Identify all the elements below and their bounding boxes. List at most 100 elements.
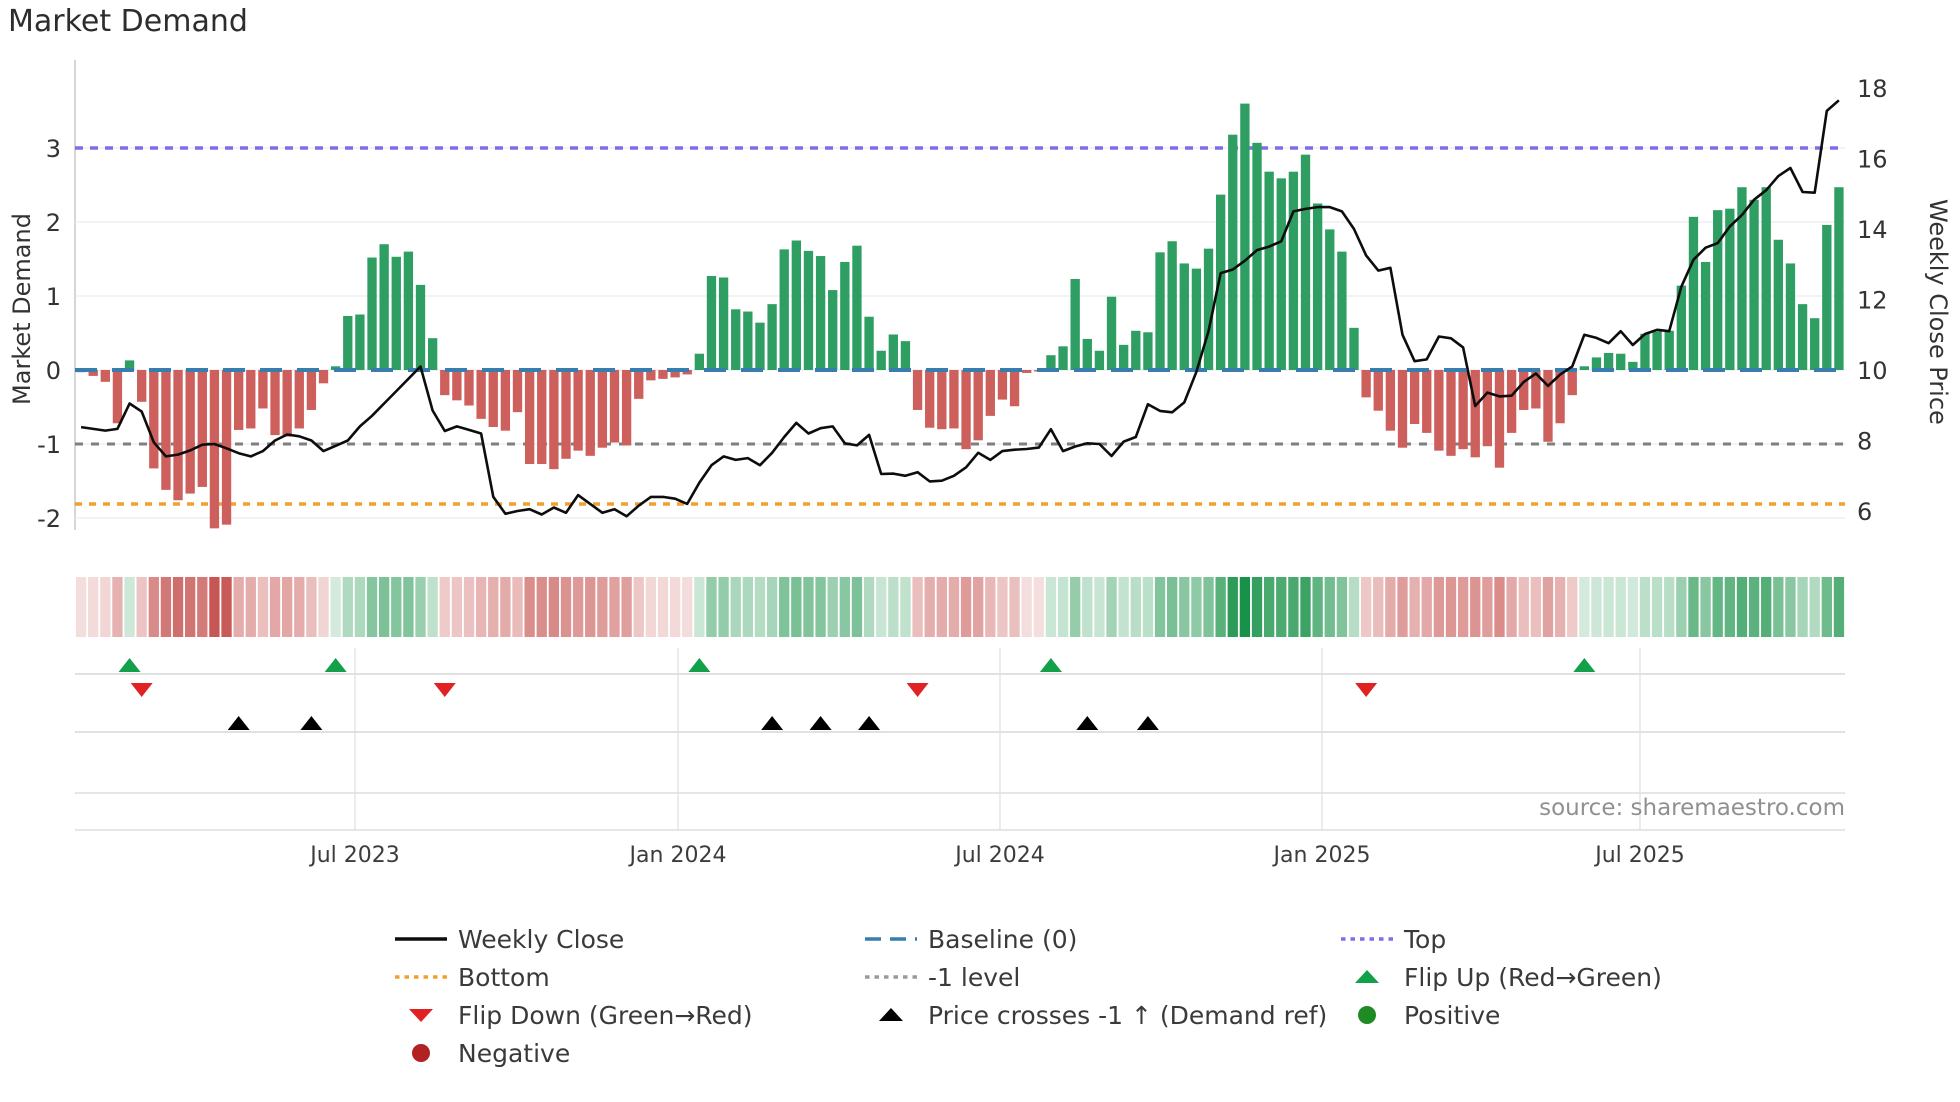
right-tick-label: 6 <box>1857 498 1872 526</box>
heatmap-cell <box>1057 577 1069 637</box>
heatmap-cell <box>1179 577 1190 637</box>
demand-bar-positive <box>888 334 898 370</box>
demand-bar-positive <box>1603 352 1614 370</box>
heatmap-cell <box>172 577 184 637</box>
heatmap-cell <box>1324 577 1335 637</box>
right-tick-label: 18 <box>1857 75 1888 103</box>
heatmap-cell <box>1348 577 1360 637</box>
heatmap-cell <box>1312 577 1323 637</box>
demand-bar-negative <box>997 370 1008 400</box>
demand-bar-positive <box>379 244 389 370</box>
heatmap-cell <box>1239 577 1251 637</box>
heatmap-cell <box>439 577 450 637</box>
demand-bar-negative <box>1361 370 1371 398</box>
demand-bar-positive <box>1106 296 1117 370</box>
heatmap-cell <box>1203 577 1214 637</box>
demand-bar-positive <box>391 256 401 370</box>
heatmap-cell <box>306 577 317 637</box>
demand-bar-positive <box>1215 194 1226 370</box>
heatmap-cell <box>475 577 487 637</box>
flip-up-marker <box>1039 658 1062 672</box>
legend-column-2: Baseline (0) -1 level Price crosses -1 ↑ (… <box>862 920 1327 1034</box>
heatmap-cell <box>294 577 305 637</box>
demand-bar-positive <box>1119 344 1129 370</box>
heatmap-cell <box>391 577 402 637</box>
heatmap-cell <box>1797 577 1808 637</box>
x-tick-label: Jul 2024 <box>953 843 1045 868</box>
demand-bar-negative <box>573 370 583 451</box>
demand-bar-positive <box>900 341 911 370</box>
heatmap-cell <box>827 577 838 637</box>
heatmap-cell <box>269 577 281 637</box>
heatmap-cell <box>766 577 778 637</box>
heatmap-cell <box>936 577 947 637</box>
heatmap-cell <box>1409 577 1420 637</box>
heatmap-cell <box>415 577 426 637</box>
heatmap-cell <box>1591 577 1602 637</box>
heatmap-cell <box>1530 577 1542 637</box>
heatmap-cell <box>1166 577 1178 637</box>
dashed-icon <box>865 937 917 941</box>
demand-bar-negative <box>1555 370 1565 424</box>
heatmap-cell <box>1457 577 1469 637</box>
demand-bar-positive <box>1058 346 1068 370</box>
circle-glyph <box>1358 1006 1376 1024</box>
demand-bar-negative <box>112 370 123 424</box>
demand-bar-negative <box>282 370 292 437</box>
demand-bar-positive <box>718 277 729 370</box>
demand-bar-negative <box>1531 370 1541 409</box>
heatmap-cell <box>560 577 572 637</box>
heatmap-cell <box>1300 577 1311 637</box>
legend-icon <box>862 928 920 950</box>
demand-bar-positive <box>779 249 789 370</box>
demand-bar-negative <box>1422 370 1432 433</box>
legend-label: Top <box>1404 924 1447 954</box>
heatmap-cell <box>257 577 269 637</box>
heatmap-cell <box>245 577 256 637</box>
left-tick-label: 2 <box>46 209 61 237</box>
demand-bar-positive <box>1628 361 1638 370</box>
heatmap-cell <box>669 577 681 637</box>
heatmap-cell <box>1154 577 1166 637</box>
legend-column-1: Weekly Close Bottom Flip Down (Green→Red) N… <box>392 920 753 1072</box>
heatmap-cell <box>378 577 390 637</box>
demand-bar-negative <box>634 370 644 399</box>
demand-bar-positive <box>1652 331 1662 370</box>
demand-bar-positive <box>1773 239 1783 370</box>
tri-up-icon <box>879 1008 903 1021</box>
heatmap-cell <box>124 577 135 637</box>
left-tick-label: 0 <box>46 357 61 385</box>
demand-bar-positive <box>427 338 438 370</box>
demand-bar-positive <box>706 276 717 370</box>
heatmap-cell <box>1360 577 1372 637</box>
heatmap-cell <box>548 577 560 637</box>
heatmap-cell <box>354 577 366 637</box>
legend-item: Top <box>1338 920 1662 958</box>
heatmap-cell <box>1021 577 1032 637</box>
legend-icon <box>1338 928 1396 950</box>
left-tick-label: 3 <box>46 135 61 163</box>
demand-bar-negative <box>258 370 268 409</box>
demand-bar-negative <box>949 370 959 429</box>
demand-bar-positive <box>1179 263 1189 370</box>
heatmap-cell <box>888 577 899 637</box>
heatmap-cell <box>851 577 863 637</box>
heatmap-cell <box>1664 577 1675 637</box>
heatmap-cell <box>1191 577 1202 637</box>
heatmap-cell <box>1445 577 1457 637</box>
demand-bar-negative <box>537 370 547 464</box>
price-cross-marker <box>1076 716 1099 730</box>
heatmap-cell <box>342 577 353 637</box>
heatmap-cell <box>1579 577 1590 637</box>
heatmap-cell <box>1603 577 1614 637</box>
demand-bar-positive <box>1300 154 1311 370</box>
heatmap-cell <box>657 577 669 637</box>
heatmap-cell <box>160 577 172 637</box>
demand-bar-negative <box>1022 370 1032 373</box>
demand-bar-positive <box>1191 268 1202 370</box>
heatmap-cell <box>536 577 547 637</box>
demand-bar-negative <box>512 370 523 413</box>
heatmap-cell <box>488 577 499 637</box>
heatmap-cell <box>912 577 923 637</box>
heatmap-cell <box>112 577 123 637</box>
